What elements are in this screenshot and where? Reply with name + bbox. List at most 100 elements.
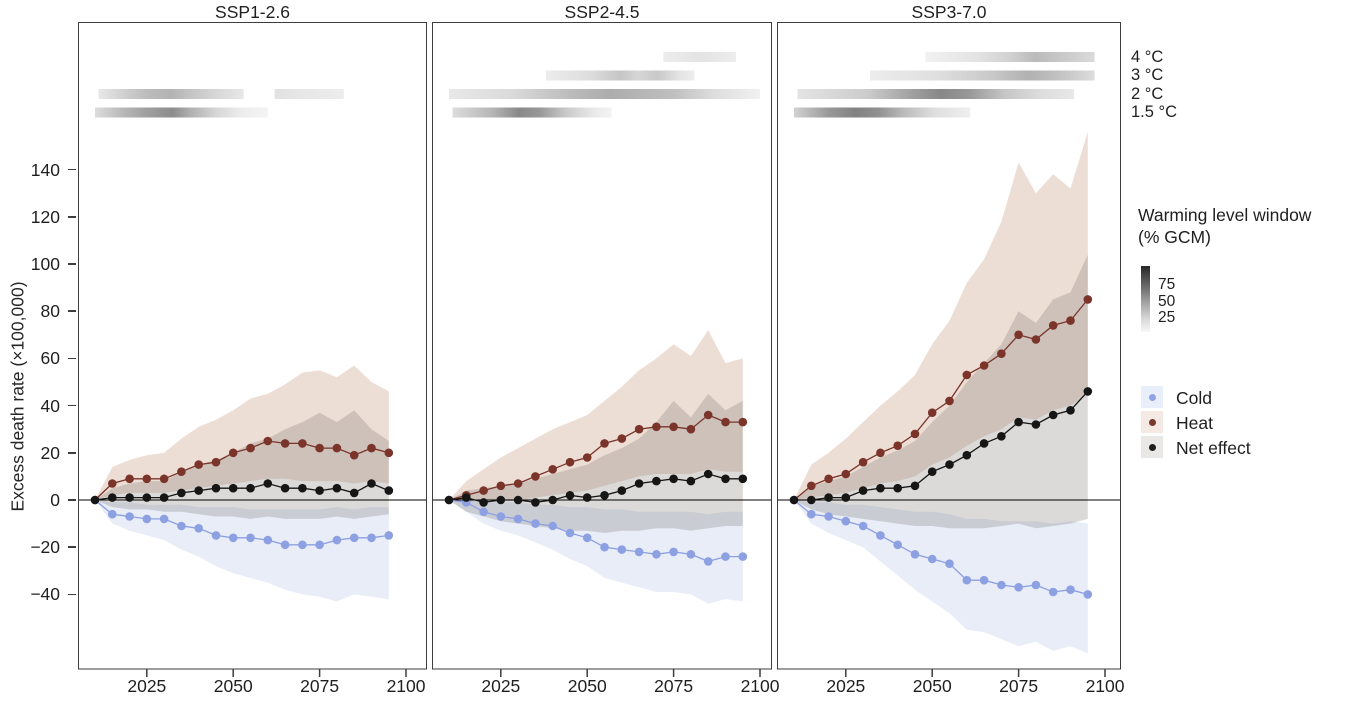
x-tick-label: 2075	[300, 676, 340, 696]
warming-window-bar-1.5c	[794, 107, 971, 118]
warming-level-label-4c: 4 °C	[1131, 48, 1164, 66]
cold-point	[824, 512, 833, 521]
y-tick-mark	[68, 168, 76, 171]
net-point	[789, 495, 799, 505]
cold-point	[349, 533, 359, 543]
y-tick-label: 120	[30, 206, 60, 227]
y-tick-mark	[68, 263, 76, 265]
heat-point	[263, 436, 273, 446]
net-point	[617, 486, 627, 495]
net-point	[194, 486, 203, 495]
net-band	[449, 393, 743, 533]
heat-point	[997, 349, 1006, 359]
y-tick-label: 140	[30, 159, 60, 180]
warming-window-bar-4c	[663, 52, 736, 62]
cold-point	[194, 524, 203, 533]
heat-point	[228, 448, 238, 458]
heat-point	[910, 429, 920, 439]
cold-point	[1066, 585, 1075, 594]
cold-point	[927, 554, 937, 564]
net-point	[703, 469, 713, 479]
heat-point	[945, 396, 954, 406]
x-tick-label: 2050	[912, 676, 952, 696]
net-point	[298, 483, 307, 493]
cold-band	[95, 500, 389, 602]
cold-point	[177, 521, 186, 531]
net-point	[997, 432, 1006, 441]
panel-title: SSP2-4.5	[564, 2, 640, 22]
y-tick-label: 20	[40, 442, 60, 463]
y-tick-label: −20	[30, 537, 60, 558]
panel-title: SSP1-2.6	[215, 2, 290, 22]
x-tick-label: 2075	[654, 676, 694, 696]
cold-dot-icon	[1149, 394, 1156, 401]
heat-point	[194, 460, 203, 469]
panel-border	[777, 22, 1121, 670]
legend-title-line1: Warming level window	[1138, 205, 1312, 225]
y-tick-mark	[68, 310, 76, 312]
heat-point	[1031, 335, 1041, 344]
x-tick-label: 2025	[481, 676, 521, 696]
y-tick-label: 100	[30, 254, 60, 274]
net-point	[1031, 420, 1041, 429]
heat-point	[652, 422, 661, 432]
legend-title-line2: (% GCM)	[1138, 227, 1211, 247]
warming-level-label-2c: 2 °C	[1131, 85, 1164, 103]
cold-point	[979, 575, 989, 585]
y-tick-mark	[68, 593, 76, 596]
panel-ssp3-7.0: SSP3-7.0 2025 2050 2075 2100	[777, 0, 1125, 706]
net-point	[807, 495, 816, 505]
x-tick-label: 2100	[1085, 676, 1125, 696]
cold-point	[634, 547, 644, 557]
cold-point	[211, 531, 221, 540]
heat-point	[927, 408, 937, 418]
net-point	[841, 493, 851, 502]
cold-point	[1031, 580, 1041, 590]
heat-point	[384, 448, 394, 458]
net-point	[159, 493, 169, 502]
net-point	[384, 486, 394, 495]
net-point	[444, 495, 454, 505]
cold-point	[945, 559, 954, 568]
net-point	[1083, 387, 1093, 396]
gradient-tick-50: 50	[1158, 293, 1176, 310]
heat-point	[496, 481, 506, 491]
cold-point	[686, 550, 696, 559]
cold-point	[479, 507, 488, 517]
heat-point	[669, 422, 678, 432]
heat-point	[721, 417, 730, 427]
net-point	[332, 483, 342, 493]
cold-band	[449, 500, 743, 604]
panel-chart-ssp1	[78, 22, 427, 677]
legend-swatch-net-effect	[1141, 436, 1163, 458]
legend-label-cold: Cold	[1176, 388, 1212, 408]
heat-point	[876, 448, 885, 458]
net-point	[600, 491, 609, 500]
cold-point	[367, 533, 376, 543]
cold-point	[384, 531, 394, 540]
y-tick-mark	[68, 499, 76, 501]
heat-point	[824, 474, 833, 484]
panel-ssp2-4.5: SSP2-4.5 2025 2050 2075 2100	[432, 0, 780, 706]
y-tick-mark	[68, 404, 76, 407]
y-tick-label: 40	[40, 395, 60, 416]
net-point	[979, 439, 989, 448]
x-tick-label: 2050	[567, 676, 607, 696]
cold-point	[582, 533, 592, 543]
cold-point	[1014, 583, 1023, 592]
heat-point	[479, 486, 488, 495]
panel-ssp1-2.6: SSP1-2.6 2025 2050 2075 2100	[78, 0, 427, 706]
net-point	[280, 483, 290, 493]
warming-window-bar-2c	[274, 89, 344, 99]
panel-chart-ssp3	[777, 22, 1121, 677]
heat-dot-icon	[1149, 419, 1156, 426]
y-tick-mark	[68, 357, 76, 360]
heat-point	[298, 439, 307, 448]
cold-point	[1048, 587, 1058, 597]
heat-point	[893, 441, 902, 451]
heat-point	[634, 424, 644, 434]
net-point	[945, 460, 954, 469]
net-point	[927, 467, 937, 477]
heat-point	[600, 439, 609, 448]
net-point	[228, 483, 238, 493]
